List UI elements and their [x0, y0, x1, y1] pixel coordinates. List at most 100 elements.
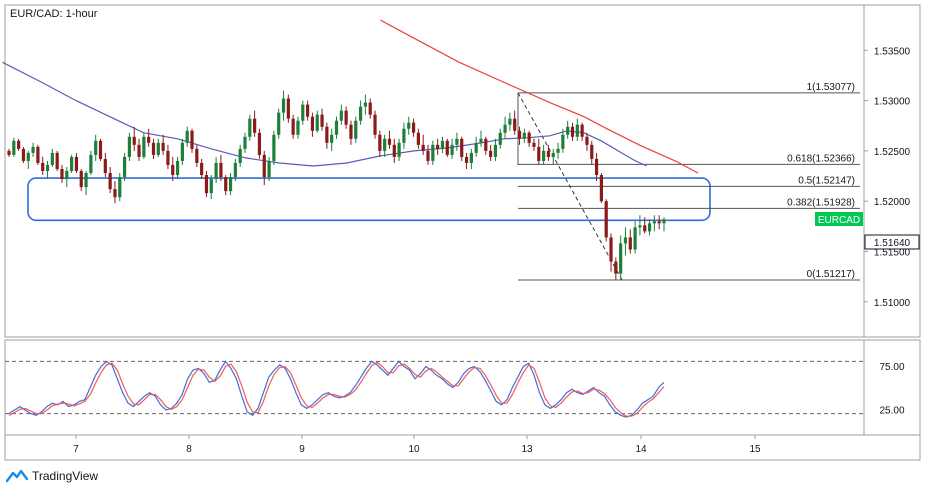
candle-body — [604, 201, 608, 238]
candle — [647, 219, 652, 236]
candle — [662, 217, 666, 232]
candle-body — [541, 150, 546, 161]
candle — [161, 134, 165, 155]
candle-body — [594, 158, 599, 176]
candle-body — [301, 104, 305, 121]
candle-body — [614, 261, 618, 274]
candle-body — [508, 118, 512, 125]
candle — [551, 148, 555, 165]
candle-body — [503, 124, 507, 133]
candle — [556, 142, 560, 159]
candle — [503, 116, 507, 139]
candle — [489, 144, 493, 161]
price-pane[interactable]: 1(1.53077) 0.618(1.52366) 0.5(1.52147) 0.38… — [2, 4, 865, 338]
time-tick-label: 8 — [186, 444, 192, 455]
candle — [527, 130, 531, 147]
candle — [493, 138, 498, 161]
chart-title: EUR/CAD: 1-hour — [10, 8, 98, 20]
candle-body — [185, 130, 189, 143]
candle — [440, 136, 445, 153]
candle-body — [522, 132, 526, 139]
candle-body — [402, 128, 406, 143]
candle-body — [306, 104, 310, 117]
candle-body — [200, 162, 204, 176]
candle — [238, 144, 242, 167]
candle-body — [17, 140, 21, 149]
candle — [407, 116, 411, 135]
fib-level-label: 0.5(1.52147) — [798, 175, 855, 186]
candle — [532, 138, 536, 151]
candle — [363, 94, 367, 115]
fib-trend-line[interactable] — [517, 92, 623, 281]
candle-body — [590, 144, 594, 159]
candle-body — [599, 175, 603, 202]
candle-body — [561, 134, 565, 149]
candle-body — [392, 144, 396, 157]
candle — [21, 146, 26, 163]
tradingview-watermark[interactable]: TradingView — [6, 468, 98, 484]
candle — [315, 110, 319, 133]
candle — [570, 122, 575, 141]
candle — [450, 138, 454, 159]
candle-body — [286, 98, 290, 119]
candle-body — [421, 144, 425, 151]
last-price-tag: 1.51640 — [864, 234, 920, 250]
candle — [575, 118, 579, 141]
candle-body — [498, 132, 502, 145]
price-axis[interactable]: 1.53500 1.53000 1.52500 1.52000 1.51500 1.510… — [815, 4, 921, 338]
candle-body — [122, 156, 127, 178]
fibonacci-layer[interactable]: 1(1.53077) 0.618(1.52366) 0.5(1.52147) 0.38… — [517, 82, 860, 281]
candle-body — [339, 110, 343, 121]
candle — [79, 168, 83, 192]
candle — [103, 152, 107, 178]
price-tick-labels: 1.53500 1.53000 1.52500 1.52000 1.51500 1.510… — [864, 46, 911, 309]
candle-body — [108, 173, 112, 190]
candle-body — [55, 152, 59, 169]
candle-body — [219, 162, 223, 178]
oscillator-axis[interactable]: 75.00 25.00 — [863, 339, 921, 436]
candle — [652, 215, 656, 232]
fib-level-label: 0.618(1.52366) — [787, 153, 855, 164]
candle — [387, 130, 392, 149]
candle — [204, 171, 209, 198]
candle — [416, 128, 420, 149]
candle-body — [118, 177, 122, 198]
candle-body — [493, 144, 498, 157]
candle — [383, 134, 387, 157]
candle-body — [464, 156, 469, 163]
oscillator-pane[interactable] — [4, 339, 865, 436]
candle-body — [445, 140, 449, 155]
candle-body — [243, 136, 247, 149]
time-tick-labels: 7 8 9 10 13 14 15 — [73, 435, 761, 455]
candle-body — [383, 138, 387, 151]
time-tick-label: 13 — [521, 444, 533, 455]
price-tick-label: 1.51000 — [874, 298, 911, 309]
time-tick-label: 15 — [749, 444, 761, 455]
candle-body — [94, 140, 98, 155]
candle-body — [315, 114, 319, 131]
candle — [70, 154, 74, 174]
support-zone-rectangle[interactable] — [27, 177, 711, 222]
candle — [291, 114, 295, 139]
candle — [151, 138, 156, 159]
candle — [286, 94, 290, 123]
candle — [628, 229, 632, 254]
candle-body — [291, 118, 295, 135]
candle — [296, 116, 300, 139]
candle — [397, 138, 401, 161]
candle-body — [479, 138, 483, 143]
candle — [257, 128, 262, 159]
candle — [604, 199, 608, 242]
candle — [84, 171, 88, 196]
candle — [219, 154, 223, 182]
price-tick-label: 1.51500 — [874, 247, 911, 258]
candle-body — [7, 150, 11, 155]
candle-body — [36, 146, 40, 163]
candle — [590, 140, 594, 165]
candle — [455, 132, 459, 151]
candle-body — [517, 130, 522, 139]
candle-body — [156, 142, 160, 155]
time-axis[interactable]: 7 8 9 10 13 14 15 — [4, 434, 921, 461]
candle-body — [652, 221, 656, 224]
